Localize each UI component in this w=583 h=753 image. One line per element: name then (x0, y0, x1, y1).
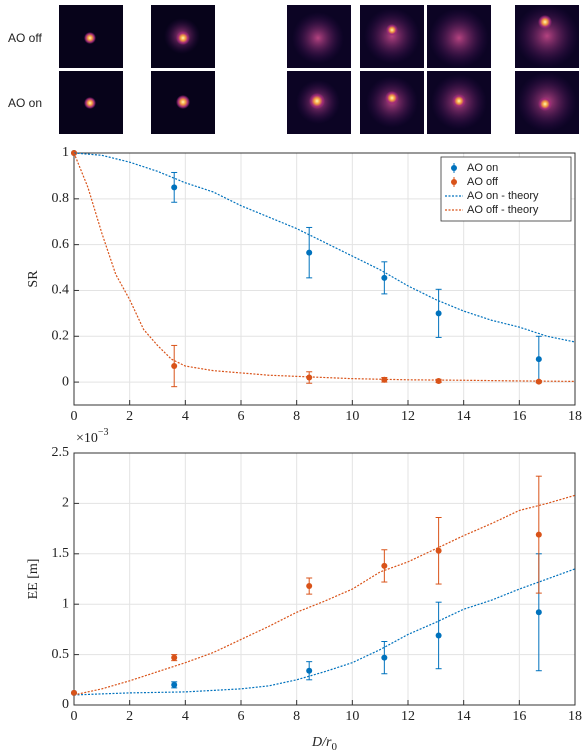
psf-spot (385, 91, 399, 105)
x-tick-label: 6 (238, 709, 245, 724)
x-tick-label: 18 (568, 709, 582, 724)
y-axis-label: SR (26, 270, 41, 288)
y-scale-base: ×10 (76, 431, 98, 446)
legend-swatch (451, 165, 457, 171)
psf-spot (292, 12, 344, 64)
plot-frame (74, 453, 575, 705)
x-tick-label: 0 (71, 709, 78, 724)
legend-swatch (451, 179, 457, 185)
psf-images: AO off AO on (8, 4, 579, 134)
data-point (306, 583, 312, 589)
x-tick-label: 10 (345, 409, 359, 424)
data-point (436, 632, 442, 638)
row-label: AO off (8, 31, 42, 45)
data-point (381, 275, 387, 281)
x-tick-label: 12 (401, 409, 415, 424)
data-point (536, 356, 542, 362)
y-tick-label: 0.5 (52, 647, 70, 662)
data-point (171, 184, 177, 190)
psf-spot (386, 24, 398, 36)
legend-label: AO off (467, 176, 499, 188)
x-tick-label: 12 (401, 709, 415, 724)
psf-spot (309, 93, 325, 109)
legend-label: AO off - theory (467, 204, 539, 216)
x-tick-label: 14 (457, 709, 471, 724)
psf-spot (84, 97, 96, 109)
psf-spot (176, 95, 190, 109)
data-point (381, 655, 387, 661)
x-tick-label: 16 (512, 409, 526, 424)
x-axis-label: D/r0 (311, 735, 337, 752)
psf-spot (176, 31, 190, 45)
y-tick-label: 0.8 (52, 191, 70, 206)
psf-spot (429, 8, 489, 68)
y-tick-label: 0.2 (52, 328, 70, 343)
x-tick-label: 0 (71, 409, 78, 424)
psf-spot (538, 97, 552, 111)
psf-spot (538, 15, 552, 29)
y-tick-label: 2.5 (52, 445, 70, 460)
legend-label: AO on (467, 162, 498, 174)
x-tick-label: 6 (238, 409, 245, 424)
y-tick-label: 1 (62, 145, 69, 160)
x-tick-label: 8 (293, 409, 300, 424)
x-tick-label: 14 (457, 409, 471, 424)
x-tick-label: 10 (345, 709, 359, 724)
y-scale-exponent: −3 (98, 427, 109, 438)
x-tick-label: 4 (182, 709, 189, 724)
x-label-main: D/r (311, 735, 332, 750)
data-point (436, 310, 442, 316)
data-point (171, 363, 177, 369)
y-tick-label: 0 (62, 374, 69, 389)
theory-line (74, 495, 575, 695)
x-tick-label: 4 (182, 409, 189, 424)
y-tick-label: 2 (62, 496, 69, 511)
row-label: AO on (8, 96, 42, 110)
y-axis-label: EE [m] (26, 559, 41, 600)
data-point (536, 532, 542, 538)
psf-spot (452, 94, 466, 108)
data-point (171, 682, 177, 688)
data-point (306, 250, 312, 256)
y-tick-label: 1.5 (52, 546, 70, 561)
figure: AO off AO on 02468101214161800.20.40.6 (0, 0, 583, 753)
data-point (306, 668, 312, 674)
y-tick-label: 0.4 (52, 283, 70, 298)
psf-spot (515, 4, 579, 68)
data-point (436, 378, 442, 384)
y-tick-label: 0 (62, 697, 69, 712)
y-scale-label: ×10−3 (76, 427, 109, 446)
x-tick-label: 16 (512, 709, 526, 724)
x-tick-label: 2 (126, 409, 133, 424)
x-tick-label: 18 (568, 409, 582, 424)
x-tick-label: 2 (126, 709, 133, 724)
x-label-sub: 0 (331, 741, 337, 753)
y-tick-label: 1 (62, 596, 69, 611)
data-point (536, 609, 542, 615)
legend-label: AO on - theory (467, 190, 539, 202)
x-tick-label: 8 (293, 709, 300, 724)
theory-line (74, 569, 575, 695)
psf-spot (84, 32, 96, 44)
data-point (306, 375, 312, 381)
data-point (71, 690, 77, 696)
y-tick-label: 0.6 (52, 237, 70, 252)
data-point (381, 563, 387, 569)
data-point (171, 655, 177, 661)
